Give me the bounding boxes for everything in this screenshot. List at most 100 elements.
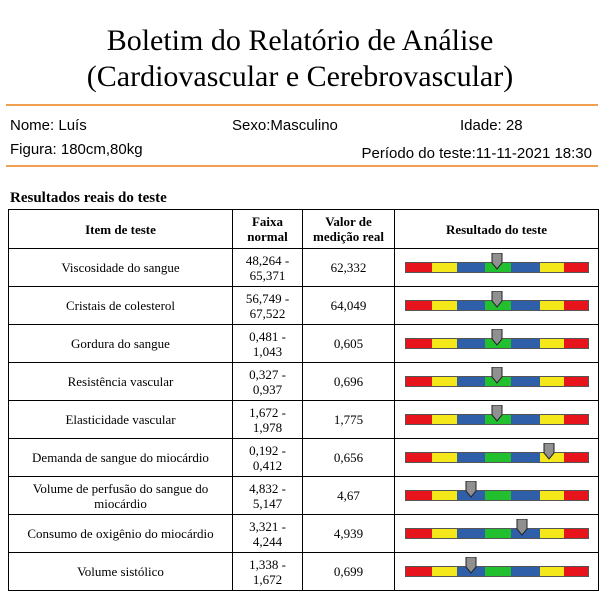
result-marker-icon xyxy=(465,481,477,498)
result-cell xyxy=(394,324,599,363)
scale-segment-blue xyxy=(456,529,485,538)
scale-segment-yellow xyxy=(431,453,457,462)
scale-segment-yellow xyxy=(431,339,457,348)
normal-range: 56,749 - 67,522 xyxy=(232,286,303,325)
scale-segment-yellow xyxy=(431,529,457,538)
scale-segment-red xyxy=(405,491,432,500)
scale-segment-red xyxy=(564,529,588,538)
result-marker-icon xyxy=(491,367,502,384)
scale-segment-red xyxy=(405,567,432,576)
scale-segment-red xyxy=(564,491,588,500)
result-cell xyxy=(394,400,599,439)
patient-name: Nome: Luís xyxy=(10,117,87,134)
measured-value: 64,049 xyxy=(302,286,395,325)
results-body: Viscosidade do sangue 48,264 - 65,371 62,3… xyxy=(8,248,599,591)
scale-segment-yellow xyxy=(431,263,457,272)
scale-segment-blue xyxy=(511,377,540,386)
scale-segment-blue xyxy=(511,415,540,424)
scale-segment-blue xyxy=(456,453,485,462)
normal-range: 1,672 - 1,978 xyxy=(232,400,303,439)
normal-range: 0,327 - 0,937 xyxy=(232,362,303,401)
scale-segment-yellow xyxy=(539,339,565,348)
scale-segment-red xyxy=(405,263,432,272)
scale-segment-yellow xyxy=(539,415,565,424)
scale-segment-red xyxy=(564,377,588,386)
scale-segment-red xyxy=(405,415,432,424)
patient-sex: Sexo:Masculino xyxy=(232,117,338,134)
header-divider-bottom xyxy=(6,165,598,167)
scale-segment-blue xyxy=(511,529,540,538)
scale-segment-red xyxy=(405,377,432,386)
test-item-name: Consumo de oxigênio do miocárdio xyxy=(8,514,233,553)
result-scale-bar xyxy=(404,367,589,387)
scale-segment-yellow xyxy=(539,491,565,500)
table-row: Viscosidade do sangue 48,264 - 65,371 62,3… xyxy=(8,248,599,287)
result-scale-bar xyxy=(404,405,589,425)
result-scale-bar xyxy=(404,443,589,463)
result-scale-bar xyxy=(404,519,589,539)
section-title: Resultados reais do teste xyxy=(10,190,167,206)
test-item-name: Gordura do sangue xyxy=(8,324,233,363)
table-row: Gordura do sangue 0,481 - 1,043 0,605 xyxy=(8,324,599,363)
result-cell xyxy=(394,514,599,553)
scale-segment-blue xyxy=(511,301,540,310)
scale-segment-green xyxy=(484,453,512,462)
scale-segment-yellow xyxy=(539,377,565,386)
scale-segment-yellow xyxy=(431,415,457,424)
scale-segment-blue xyxy=(456,377,485,386)
scale-segment-blue xyxy=(456,301,485,310)
test-item-name: Volume de perfusão do sangue do miocárdi… xyxy=(8,476,233,515)
result-marker-icon xyxy=(491,253,502,270)
scale-segment-red xyxy=(564,415,588,424)
patient-figure: Figura: 180cm,80kg xyxy=(10,141,143,158)
table-row: Consumo de oxigênio do miocárdio 3,321 - … xyxy=(8,514,599,553)
scale-segment-red xyxy=(405,529,432,538)
result-marker-icon xyxy=(491,405,502,422)
result-marker-icon xyxy=(465,557,477,574)
scale-segment-yellow xyxy=(539,263,565,272)
scale-segment-red xyxy=(564,339,588,348)
scale-segment-yellow xyxy=(539,567,565,576)
normal-range: 3,321 - 4,244 xyxy=(232,514,303,553)
normal-range: 0,192 - 0,412 xyxy=(232,438,303,477)
scale-segment-red xyxy=(564,263,588,272)
result-scale-bar xyxy=(404,253,589,273)
scale-segment-blue xyxy=(456,263,485,272)
measured-value: 0,656 xyxy=(302,438,395,477)
table-row: Volume sistólico 1,338 - 1,672 0,699 xyxy=(8,552,599,591)
scale-segment-blue xyxy=(511,263,540,272)
scale-segment-green xyxy=(484,491,512,500)
normal-range: 1,338 - 1,672 xyxy=(232,552,303,591)
scale-segment-green xyxy=(484,529,512,538)
measured-value: 0,696 xyxy=(302,362,395,401)
result-cell xyxy=(394,476,599,515)
result-marker-icon xyxy=(491,329,502,346)
test-period: Período do teste:11-11-2021 18:30 xyxy=(361,145,592,162)
result-cell xyxy=(394,248,599,287)
scale-segment-blue xyxy=(456,415,485,424)
scale-segment-yellow xyxy=(431,491,457,500)
result-cell xyxy=(394,552,599,591)
table-row: Volume de perfusão do sangue do miocárdi… xyxy=(8,476,599,515)
scale-segment-red xyxy=(564,567,588,576)
scale-segment-yellow xyxy=(431,301,457,310)
test-item-name: Demanda de sangue do miocárdio xyxy=(8,438,233,477)
measured-value: 1,775 xyxy=(302,400,395,439)
scale-segment-red xyxy=(564,301,588,310)
measured-value: 0,699 xyxy=(302,552,395,591)
table-row: Cristais de colesterol 56,749 - 67,522 64,… xyxy=(8,286,599,325)
header-item: Item de teste xyxy=(8,209,233,249)
test-item-name: Viscosidade do sangue xyxy=(8,248,233,287)
header-value: Valor de medição real xyxy=(302,209,395,249)
patient-age: Idade: 28 xyxy=(460,117,523,134)
scale-segment-yellow xyxy=(431,377,457,386)
results-table: Item de teste Faixa normal Valor de medi… xyxy=(8,209,599,591)
measured-value: 4,939 xyxy=(302,514,395,553)
scale-segment-yellow xyxy=(431,567,457,576)
report-title-line2: (Cardiovascular e Cerebrovascular) xyxy=(86,60,514,93)
scale-segment-yellow xyxy=(539,301,565,310)
scale-segment-red xyxy=(405,301,432,310)
scale-segment-blue xyxy=(511,567,540,576)
scale-segment-red xyxy=(564,453,588,462)
scale-segment-blue xyxy=(511,339,540,348)
